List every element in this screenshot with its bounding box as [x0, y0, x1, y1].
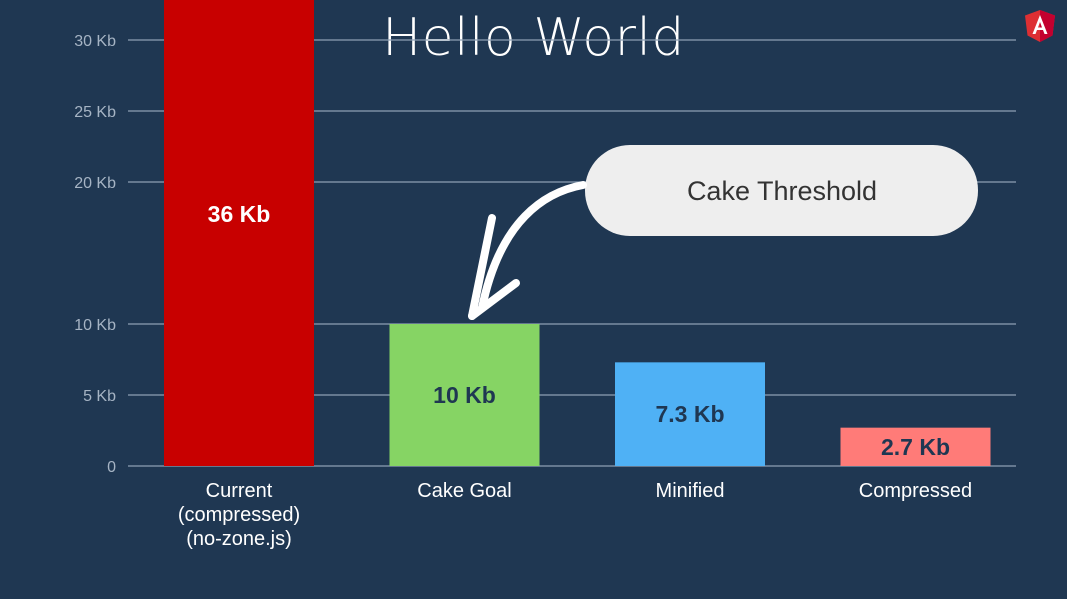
bar-value-label: 2.7 Kb [881, 434, 950, 460]
bar [389, 324, 540, 466]
x-axis-labels: Current(compressed)(no-zone.js) Cake Goal… [178, 480, 972, 550]
y-tick-label: 30 Kb [74, 33, 116, 50]
bar-value-label: 7.3 Kb [655, 401, 724, 427]
x-category-label: Minified [656, 480, 725, 502]
bars [164, 0, 991, 467]
bar [840, 427, 991, 466]
callout-bubble [585, 145, 978, 236]
y-axis-ticks: 0 5 Kb 10 Kb 20 Kb 25 Kb 30 Kb [74, 33, 116, 476]
x-category-label: (no-zone.js) [186, 528, 292, 550]
bar-value-label: 10 Kb [433, 382, 496, 408]
y-tick-label: 10 Kb [74, 317, 116, 334]
y-tick-label: 25 Kb [74, 104, 116, 121]
x-category-label: Current [206, 480, 273, 502]
y-tick-label: 0 [107, 459, 116, 476]
curved-arrow-icon [468, 181, 587, 320]
y-tick-label: 5 Kb [83, 388, 116, 405]
bar-value-label: 36 Kb [208, 201, 271, 227]
bar [164, 0, 314, 467]
bar [615, 362, 765, 466]
callout: Cake Threshold [468, 145, 978, 320]
slide-title: Hello World [382, 8, 685, 68]
x-category-label: (compressed) [178, 504, 300, 526]
callout-text: Cake Threshold [687, 176, 877, 206]
y-tick-label: 20 Kb [74, 175, 116, 192]
value-labels: 36 Kb 10 Kb 7.3 Kb 2.7 Kb [208, 201, 950, 460]
x-category-label: Compressed [859, 480, 972, 502]
angular-logo-icon [1025, 10, 1055, 42]
x-category-label: Cake Goal [417, 480, 512, 502]
